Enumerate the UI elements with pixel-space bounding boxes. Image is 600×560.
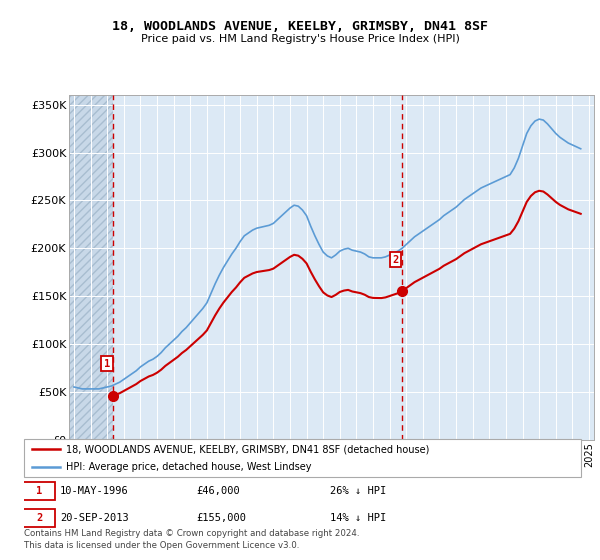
Text: 20-SEP-2013: 20-SEP-2013 <box>60 513 129 523</box>
Text: 2: 2 <box>392 255 399 265</box>
FancyBboxPatch shape <box>23 482 55 500</box>
Text: Price paid vs. HM Land Registry's House Price Index (HPI): Price paid vs. HM Land Registry's House … <box>140 34 460 44</box>
Text: 14% ↓ HPI: 14% ↓ HPI <box>330 513 386 523</box>
FancyBboxPatch shape <box>24 439 581 477</box>
Bar <box>69 95 113 440</box>
Text: Contains HM Land Registry data © Crown copyright and database right 2024.
This d: Contains HM Land Registry data © Crown c… <box>24 529 359 550</box>
Text: £46,000: £46,000 <box>197 486 241 496</box>
Text: 26% ↓ HPI: 26% ↓ HPI <box>330 486 386 496</box>
Text: 18, WOODLANDS AVENUE, KEELBY, GRIMSBY, DN41 8SF (detached house): 18, WOODLANDS AVENUE, KEELBY, GRIMSBY, D… <box>66 444 429 454</box>
Text: 10-MAY-1996: 10-MAY-1996 <box>60 486 129 496</box>
FancyBboxPatch shape <box>23 509 55 527</box>
Text: 2: 2 <box>36 513 42 523</box>
Text: 1: 1 <box>104 359 110 369</box>
Text: £155,000: £155,000 <box>197 513 247 523</box>
Text: 1: 1 <box>36 486 42 496</box>
Text: HPI: Average price, detached house, West Lindsey: HPI: Average price, detached house, West… <box>66 462 311 472</box>
Text: 18, WOODLANDS AVENUE, KEELBY, GRIMSBY, DN41 8SF: 18, WOODLANDS AVENUE, KEELBY, GRIMSBY, D… <box>112 20 488 34</box>
